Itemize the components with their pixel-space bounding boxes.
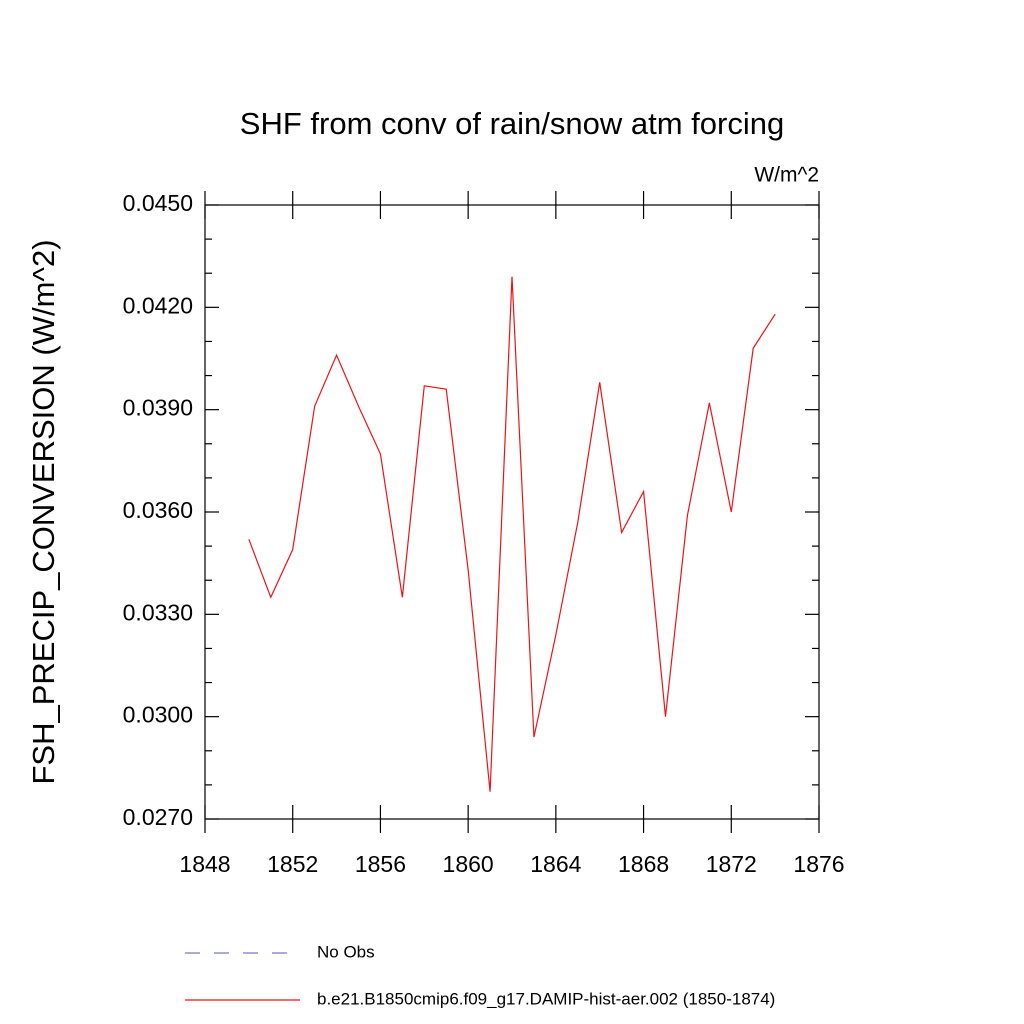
x-tick-label: 1856 [355, 851, 406, 877]
y-tick-label: 0.0450 [123, 190, 193, 216]
x-tick-label: 1864 [530, 851, 581, 877]
x-tick-label: 1852 [267, 851, 318, 877]
y-tick-label: 0.0360 [123, 497, 193, 523]
chart-title: SHF from conv of rain/snow atm forcing [240, 106, 784, 141]
y-tick-label: 0.0390 [123, 395, 193, 421]
legend-label: b.e21.B1850cmip6.f09_g17.DAMIP-hist-aer.… [317, 989, 775, 1008]
units-label: W/m^2 [754, 164, 819, 187]
y-tick-label: 0.0420 [123, 292, 193, 318]
x-tick-label: 1868 [618, 851, 669, 877]
x-tick-label: 1872 [706, 851, 757, 877]
legend-label: No Obs [317, 942, 375, 961]
y-tick-label: 0.0330 [123, 599, 193, 625]
x-tick-label: 1848 [179, 851, 230, 877]
y-tick-label: 0.0270 [123, 804, 193, 830]
x-tick-label: 1876 [793, 851, 844, 877]
x-tick-label: 1860 [443, 851, 494, 877]
y-tick-label: 0.0300 [123, 702, 193, 728]
plot-frame [204, 204, 820, 820]
data-line [248, 276, 776, 792]
y-axis-label: FSH_PRECIP_CONVERSION (W/m^2) [26, 239, 61, 784]
